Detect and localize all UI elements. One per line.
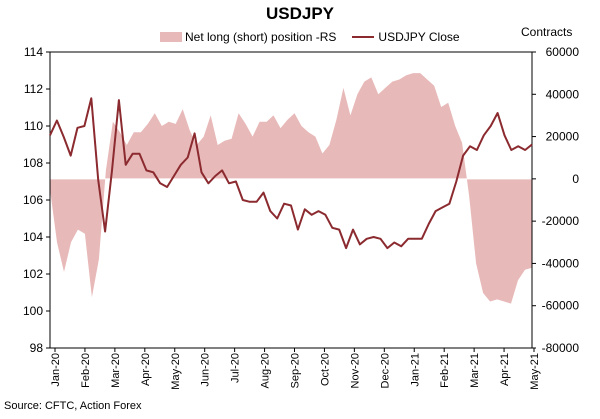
source-note: Source: CFTC, Action Forex bbox=[4, 400, 142, 412]
usdjpy-close-line bbox=[49, 97, 533, 250]
x-axis-label: Jun-20 bbox=[200, 353, 212, 387]
x-axis-label: May-21 bbox=[529, 353, 541, 390]
x-axis-label: Jan-20 bbox=[50, 353, 62, 387]
x-axis-label: May-20 bbox=[170, 353, 182, 390]
right-axis-label: 0 bbox=[572, 172, 579, 186]
chart-title: USDJPY bbox=[265, 4, 335, 23]
x-axis-label: Sep-20 bbox=[290, 353, 302, 388]
left-axis-label: 100 bbox=[23, 304, 43, 318]
x-axis-label: Apr-21 bbox=[499, 353, 511, 386]
x-axis-label: Apr-20 bbox=[140, 353, 152, 386]
plot-frame bbox=[49, 51, 533, 349]
left-axis-label: 102 bbox=[23, 267, 43, 281]
x-axis-label: Jan-21 bbox=[409, 353, 421, 387]
x-axis-label: Mar-21 bbox=[469, 353, 481, 388]
left-axis-label: 114 bbox=[24, 45, 43, 59]
right-axis-label: 40000 bbox=[546, 87, 580, 101]
x-axis-label: Feb-20 bbox=[80, 353, 92, 388]
legend-swatch-net-position bbox=[160, 32, 182, 42]
legend: Net long (short) position -RS USDJPY Clo… bbox=[160, 30, 460, 44]
left-axis-label: 98 bbox=[30, 341, 44, 355]
left-axis-label: 106 bbox=[23, 193, 43, 207]
left-axis-label: 110 bbox=[24, 119, 43, 133]
legend-label-usdjpy: USDJPY Close bbox=[378, 30, 460, 44]
left-axis-label: 108 bbox=[23, 156, 43, 170]
right-axis-label: 20000 bbox=[546, 130, 580, 144]
x-axis-label: Nov-20 bbox=[349, 353, 361, 388]
legend-swatch-usdjpy bbox=[352, 36, 375, 38]
x-axis-label: Dec-20 bbox=[379, 353, 391, 388]
left-axis-label: 112 bbox=[24, 82, 43, 96]
right-axis-label: -80000 bbox=[542, 341, 580, 355]
x-axis-label: Jul-20 bbox=[230, 353, 242, 383]
x-axis-label: Oct-20 bbox=[319, 353, 331, 386]
x-axis-label: Aug-20 bbox=[260, 353, 272, 388]
right-axis-label: -60000 bbox=[542, 299, 580, 313]
right-axis-title: Contracts bbox=[521, 25, 573, 39]
left-axis-label: 104 bbox=[23, 230, 43, 244]
legend-label-net-position: Net long (short) position -RS bbox=[185, 30, 337, 44]
net-position-area bbox=[50, 73, 532, 304]
right-axis-label: -40000 bbox=[542, 256, 580, 270]
right-axis-label: -20000 bbox=[542, 214, 580, 228]
right-axis-label: 60000 bbox=[546, 45, 580, 59]
x-axis-label: Mar-20 bbox=[110, 353, 122, 388]
x-axis-label: Feb-21 bbox=[439, 353, 451, 388]
